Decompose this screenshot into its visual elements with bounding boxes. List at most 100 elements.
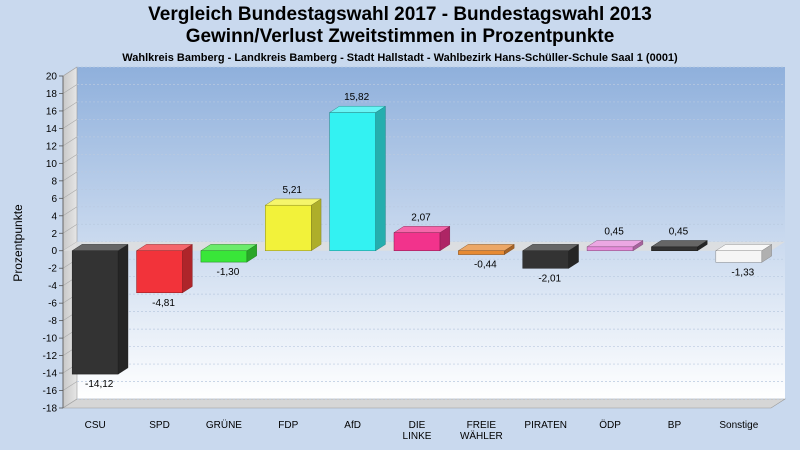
y-tick-label: -16 [43, 386, 58, 397]
bar-top [264, 198, 322, 206]
y-tick-label: -4 [48, 281, 57, 292]
y-tick-label: 16 [46, 106, 58, 117]
x-tick-label: PIRATEN [524, 420, 567, 431]
chart-subtitle: Wahlkreis Bamberg - Landkreis Bamberg - … [122, 52, 678, 64]
y-tick-label: 20 [46, 72, 58, 83]
bar-grüne [200, 244, 258, 263]
chart-title-line2: Gewinn/Verlust Zweitstimmen in Prozentpu… [185, 26, 615, 47]
y-tick-label: -14 [43, 369, 58, 380]
wall-gridline [62, 171, 78, 182]
y-tick-label: 10 [46, 159, 58, 170]
y-tick-label: 4 [51, 211, 57, 222]
y-tick-label: 8 [51, 176, 57, 187]
data-label: 15,82 [344, 92, 369, 103]
y-tick-label: 2 [51, 229, 57, 240]
wall-gridline [62, 398, 78, 409]
data-label: -4,81 [152, 298, 175, 309]
bar-freie-wähler [457, 244, 515, 255]
wall-gridline [62, 381, 78, 391]
data-label: 5,21 [283, 185, 303, 196]
y-tick-label: 14 [46, 124, 58, 135]
bar-side [182, 244, 193, 294]
wall-gridline [62, 101, 78, 112]
wall-gridline [62, 224, 78, 234]
bar-front [586, 246, 634, 251]
bar-front [200, 250, 248, 263]
y-tick-label: -12 [43, 351, 58, 362]
y-tick-label: -2 [48, 264, 57, 275]
bar-csu [71, 244, 129, 375]
chart-titles: Vergleich Bundestagswahl 2017 - Bundesta… [0, 0, 800, 64]
wall-gridline [62, 206, 78, 217]
bar-top [393, 226, 451, 233]
x-tick-label: DIE [409, 420, 426, 431]
x-tick-label: FREIE [467, 420, 497, 431]
bar-side [375, 105, 386, 252]
y-tick-label: -8 [48, 316, 57, 327]
bar-top [650, 240, 708, 248]
bar-side [311, 198, 322, 252]
x-tick-label: FDP [278, 420, 298, 431]
bar-top [522, 244, 580, 251]
data-label: -2,01 [538, 273, 561, 284]
bar-afd [328, 105, 387, 252]
bar-front [651, 246, 698, 251]
bar-front [265, 204, 312, 251]
bar-front [458, 250, 505, 255]
data-label: 0,45 [604, 227, 624, 238]
data-label: -1,33 [731, 267, 754, 278]
bar-top [200, 244, 258, 251]
x-tick-label: WÄHLER [460, 430, 503, 442]
x-tick-label: AfD [344, 420, 361, 431]
bar-top [457, 244, 515, 251]
y-tick-label: -18 [43, 404, 58, 415]
bar-sonstige [715, 244, 773, 263]
y-tick-label: -10 [43, 334, 58, 345]
bar-top [586, 240, 644, 248]
wall-gridline [62, 189, 78, 199]
bar-front [136, 250, 183, 294]
x-tick-label: ÖDP [599, 419, 621, 431]
bar-front [522, 250, 569, 269]
data-label: -14,12 [85, 379, 114, 390]
wall-gridline [62, 84, 78, 94]
x-tick-label: BP [668, 420, 682, 431]
bar-top [715, 244, 773, 251]
x-tick-label: CSU [85, 420, 106, 431]
y-tick-label: 0 [51, 246, 57, 257]
x-tick-label: LINKE [403, 431, 432, 442]
bar-front [329, 112, 376, 251]
y-tick-label: 18 [46, 89, 58, 100]
y-axis-label: Prozentpunkte [11, 204, 25, 282]
bar-front [393, 232, 441, 251]
data-label: -1,30 [217, 267, 240, 278]
bar-piraten [522, 244, 580, 269]
bar-front [71, 250, 119, 375]
bar-die-linke [393, 225, 451, 252]
bar-side [117, 244, 129, 375]
x-tick-label: SPD [149, 420, 170, 431]
wall-gridline [62, 66, 78, 77]
wall-gridline [62, 136, 78, 147]
x-tick-label: Sonstige [719, 420, 758, 431]
bar-bp [650, 240, 708, 252]
bar-ödp [586, 240, 644, 252]
bar-fdp [264, 198, 322, 252]
wall-gridline [62, 154, 78, 164]
bar-top [328, 106, 387, 113]
bar-front [715, 250, 763, 263]
floor [61, 398, 787, 409]
bar-top [135, 244, 194, 251]
y-tick-label: -6 [48, 299, 57, 310]
bar-spd [135, 244, 194, 294]
x-tick-label: GRÜNE [206, 419, 242, 431]
wall-gridline [62, 119, 78, 129]
chart-title-line1: Vergleich Bundestagswahl 2017 - Bundesta… [148, 4, 652, 25]
data-label: 2,07 [411, 212, 431, 223]
y-tick-label: 6 [51, 194, 57, 205]
bar-top [71, 244, 129, 251]
data-label: 0,45 [669, 227, 689, 238]
data-label: -0,44 [474, 260, 497, 271]
y-tick-label: 12 [46, 141, 58, 152]
